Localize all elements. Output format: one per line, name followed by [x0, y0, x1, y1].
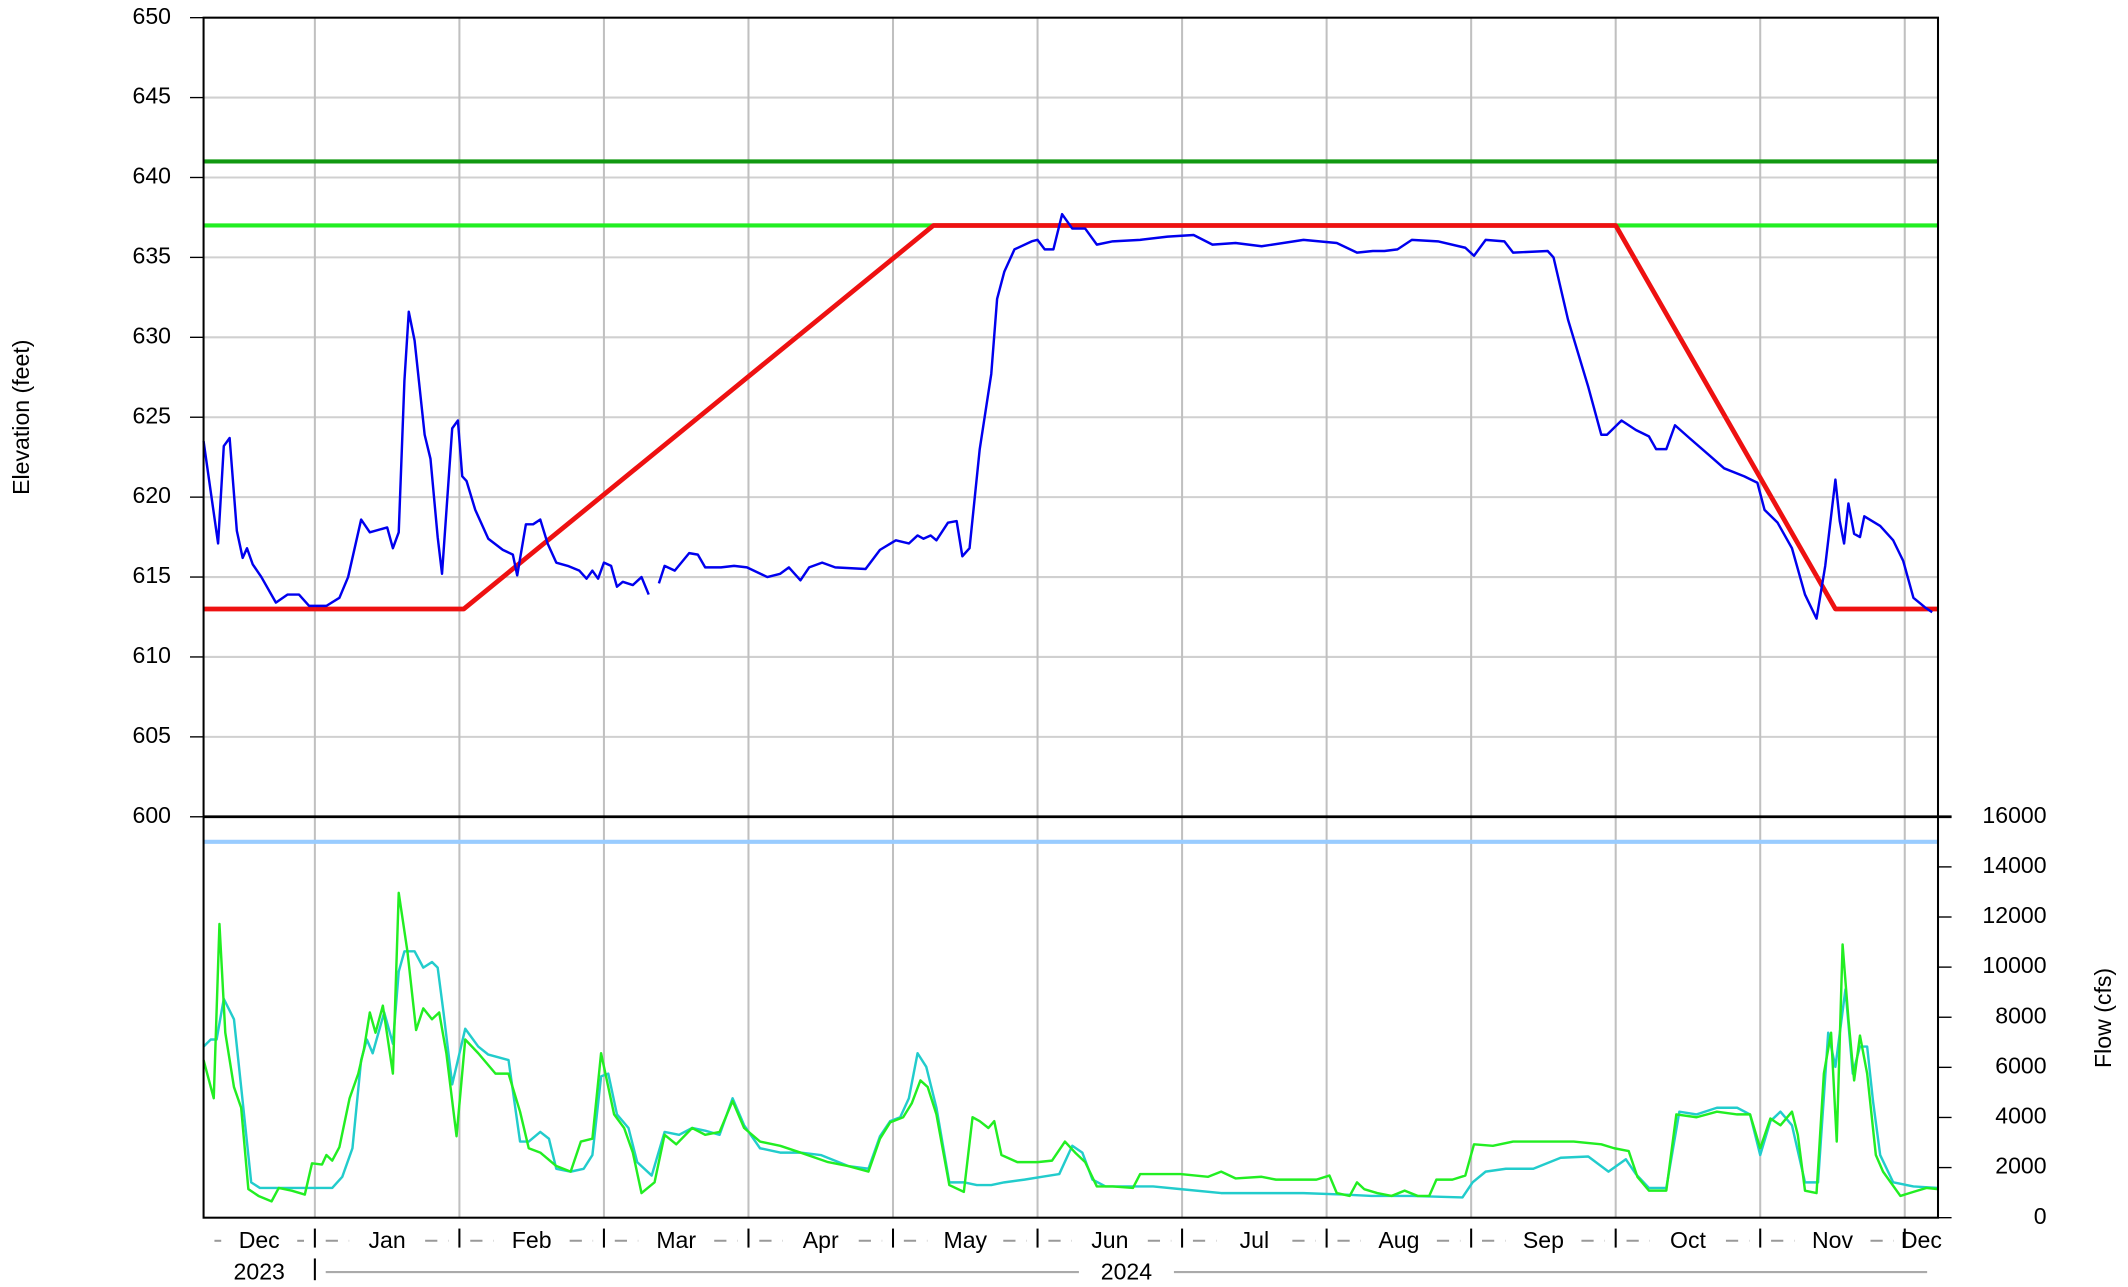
y-tick-label: 635 [133, 242, 171, 268]
y-tick-label: 645 [133, 83, 171, 109]
series-line [202, 950, 1939, 1199]
x-tick-label: Aug [1378, 1227, 1419, 1253]
x-tick-label: Dec [239, 1227, 280, 1253]
y2-tick-label: 2000 [1995, 1153, 2046, 1179]
x-tick-label: Jan [369, 1227, 406, 1253]
y-tick-label: 610 [133, 642, 171, 668]
x-tick-label: Oct [1670, 1227, 1706, 1253]
y-tick-label: 650 [133, 3, 171, 29]
year-label: 2024 [1101, 1258, 1152, 1284]
x-tick-label: Jul [1240, 1227, 1269, 1253]
y2-tick-label: 12000 [1982, 902, 2046, 928]
y-tick-label: 600 [133, 802, 171, 828]
y2-tick-label: 16000 [1982, 802, 2046, 828]
y2-tick-label: 10000 [1982, 952, 2046, 978]
x-tick-label: Jun [1091, 1227, 1128, 1253]
y2-tick-label: 6000 [1995, 1052, 2046, 1078]
y2-tick-label: 0 [2034, 1203, 2047, 1229]
series-line [202, 891, 1939, 1203]
x-tick-label: Sep [1523, 1227, 1564, 1253]
y-axis-label: Elevation (feet) [8, 340, 34, 495]
x-tick-label: Apr [803, 1227, 839, 1253]
y2-tick-label: 8000 [1995, 1002, 2046, 1028]
x-tick-label: Nov [1812, 1227, 1853, 1253]
y2-axis-label: Flow (cfs) [2090, 968, 2116, 1068]
x-tick-label: May [943, 1227, 987, 1253]
y-tick-label: 620 [133, 482, 171, 508]
x-tick-label: Dec [1901, 1227, 1942, 1253]
plot-frame [202, 16, 1940, 1219]
x-tick-label: Feb [512, 1227, 552, 1253]
y2-tick-label: 4000 [1995, 1103, 2046, 1129]
series-line [203, 223, 1938, 612]
y-tick-label: 605 [133, 722, 171, 748]
y-tick-label: 630 [133, 322, 171, 348]
year-label: 2023 [234, 1258, 285, 1284]
series-line [202, 212, 1933, 620]
y-tick-label: 625 [133, 402, 171, 428]
y-tick-label: 640 [133, 163, 171, 189]
y2-tick-label: 14000 [1982, 852, 2046, 878]
x-tick-label: Mar [656, 1227, 696, 1253]
y-tick-label: 615 [133, 562, 171, 588]
